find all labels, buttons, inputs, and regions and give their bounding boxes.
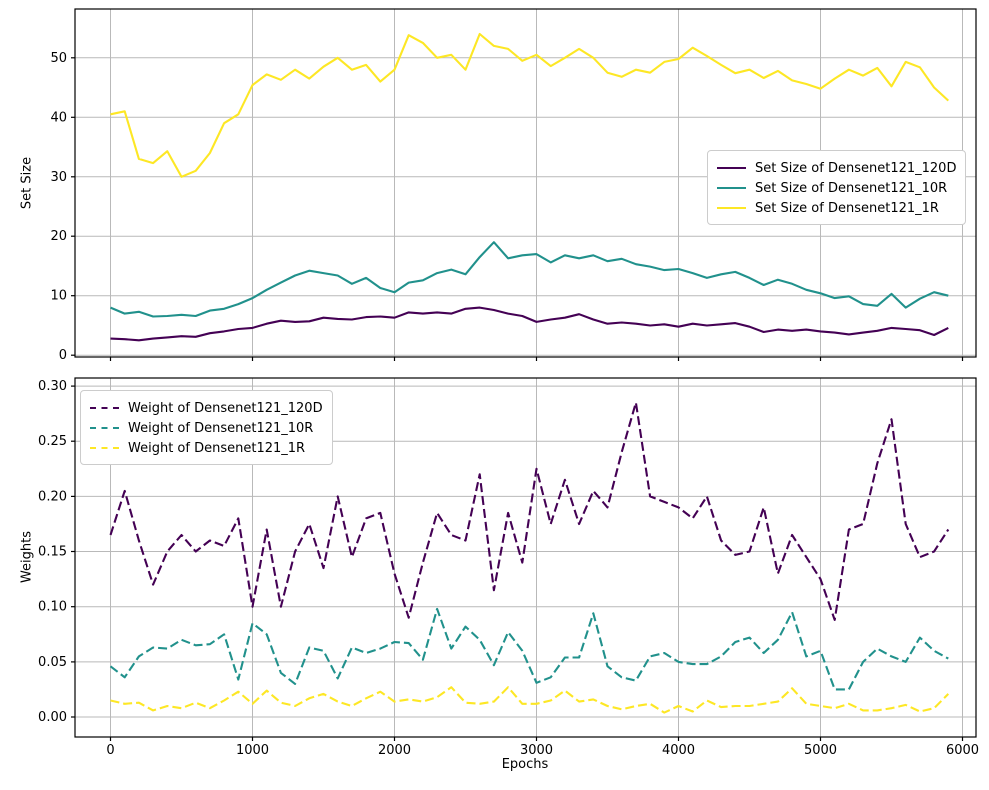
y-tick-label: 0.30 bbox=[38, 379, 67, 394]
y-tick-label: 50 bbox=[50, 51, 67, 66]
x-tick-label: 3000 bbox=[520, 743, 553, 758]
series-line-densenet121_120d bbox=[109, 401, 950, 621]
top-ylabel: Set Size bbox=[19, 156, 35, 210]
y-tick-label: 20 bbox=[50, 229, 67, 244]
y-tick-label: 0.25 bbox=[38, 434, 67, 449]
legend-label: Weight of Densenet121_120D bbox=[128, 400, 323, 416]
axes-frame bbox=[74, 8, 977, 358]
legend-label: Weight of Densenet121_10R bbox=[128, 420, 314, 436]
top-legend: Set Size of Densenet121_120D Set Size of… bbox=[707, 150, 967, 225]
bottom-axes-group: 0 1000 2000 3000 4000 5000 6000 0.00 0.05 0.10 0.1… bbox=[38, 377, 979, 758]
bottom-legend: Weight of Densenet121_120D Weight of Den… bbox=[80, 390, 333, 465]
legend-entry: Weight of Densenet121_120D bbox=[90, 398, 323, 418]
legend-label: Set Size of Densenet121_120D bbox=[755, 160, 957, 176]
legend-dashed-line-sample-10r bbox=[90, 427, 119, 429]
x-tick-label: 2000 bbox=[378, 743, 411, 758]
legend-entry: Set Size of Densenet121_10R bbox=[717, 178, 956, 198]
y-tick-label: 40 bbox=[50, 110, 67, 125]
legend-line-sample-1r bbox=[717, 207, 746, 209]
legend-label: Set Size of Densenet121_10R bbox=[755, 180, 948, 196]
legend-label: Set Size of Densenet121_1R bbox=[755, 200, 939, 216]
series-line-densenet121_1r bbox=[110, 32, 950, 178]
y-tick-label: 10 bbox=[50, 289, 67, 304]
series-line-densenet121_120d bbox=[110, 306, 949, 342]
legend-entry: Weight of Densenet121_10R bbox=[90, 418, 323, 438]
legend-entry: Weight of Densenet121_1R bbox=[90, 438, 323, 458]
legend-entry: Set Size of Densenet121_1R bbox=[717, 198, 956, 218]
y-tick-label: 0.10 bbox=[38, 600, 67, 615]
y-tick-label: 0 bbox=[59, 348, 67, 363]
legend-line-sample-10r bbox=[717, 187, 746, 189]
x-tick-label: 4000 bbox=[662, 743, 695, 758]
y-tick-label: 0.05 bbox=[38, 655, 67, 670]
y-tick-label: 30 bbox=[50, 170, 67, 185]
legend-dashed-line-sample-120d bbox=[90, 407, 119, 409]
bottom-ylabel: Weights bbox=[19, 530, 35, 584]
x-tick-label: 0 bbox=[106, 743, 114, 758]
series-line-densenet121_10r bbox=[109, 607, 949, 691]
y-tick-label: 0.00 bbox=[38, 710, 67, 725]
series-line-densenet121_10r bbox=[110, 241, 949, 318]
top-axes-group: 0 10 20 30 40 50 bbox=[50, 8, 977, 363]
axes-frame bbox=[74, 377, 977, 738]
x-tick-label: 1000 bbox=[236, 743, 269, 758]
legend-dashed-line-sample-1r bbox=[90, 447, 119, 449]
xlabel: Epochs bbox=[501, 757, 549, 772]
y-tick-label: 0.20 bbox=[38, 489, 67, 504]
legend-line-sample-120d bbox=[717, 167, 746, 169]
legend-entry: Set Size of Densenet121_120D bbox=[717, 158, 956, 178]
x-tick-label: 6000 bbox=[946, 743, 979, 758]
x-tick-label: 5000 bbox=[804, 743, 837, 758]
y-tick-label: 0.15 bbox=[38, 545, 67, 560]
legend-label: Weight of Densenet121_1R bbox=[128, 440, 306, 456]
series-line-densenet121_1r bbox=[110, 686, 950, 714]
